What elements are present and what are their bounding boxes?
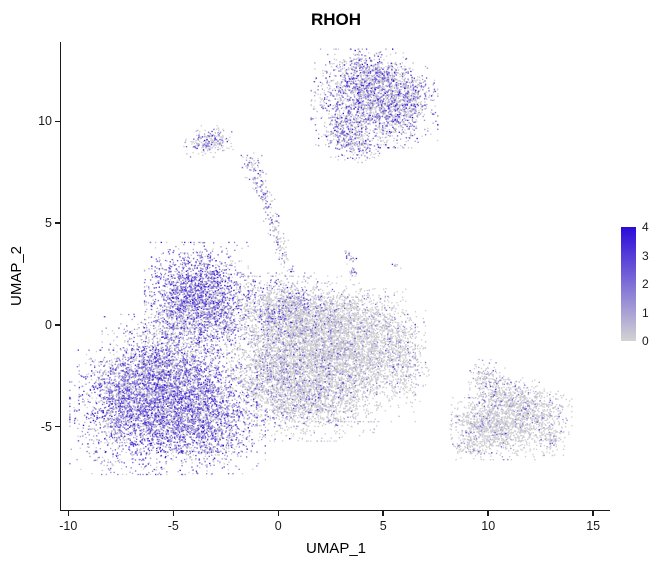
x-tick-label: 0 xyxy=(274,519,282,533)
x-tick-label: 5 xyxy=(379,519,387,533)
y-tick-label: 0 xyxy=(45,317,52,332)
y-axis-line xyxy=(59,42,61,511)
y-tick-mark xyxy=(54,120,60,123)
y-axis-title: UMAP_2 xyxy=(8,245,25,307)
colorbar-tick-label: 1 xyxy=(642,305,649,320)
colorbar-tick-label: 2 xyxy=(642,277,649,291)
x-tick-mark xyxy=(172,511,175,516)
y-tick-mark xyxy=(54,222,60,224)
x-tick-mark xyxy=(277,511,279,516)
y-tick-label: -5 xyxy=(40,419,52,434)
y-tick-label: 10 xyxy=(38,114,52,129)
scatter-canvas xyxy=(62,42,610,510)
x-axis-title: UMAP_1 xyxy=(305,540,367,557)
x-axis-line xyxy=(59,509,610,511)
x-tick-mark xyxy=(592,511,594,516)
x-tick-label: -10 xyxy=(59,519,78,533)
x-tick-mark xyxy=(67,511,70,516)
y-tick-label: 5 xyxy=(45,216,52,231)
x-tick-mark xyxy=(382,511,384,516)
colorbar-tick-label: 4 xyxy=(642,220,649,234)
x-tick-mark xyxy=(487,511,489,516)
x-tick-label: -5 xyxy=(167,519,179,533)
plot-title: RHOH xyxy=(310,10,362,29)
colorbar-tick-label: 0 xyxy=(642,334,649,348)
x-tick-label: 10 xyxy=(481,519,496,533)
colorbar-gradient xyxy=(621,227,636,341)
y-tick-mark xyxy=(54,324,60,326)
x-tick-label: 15 xyxy=(586,519,601,533)
colorbar-tick-label: 3 xyxy=(642,248,649,263)
y-tick-mark xyxy=(54,425,60,428)
